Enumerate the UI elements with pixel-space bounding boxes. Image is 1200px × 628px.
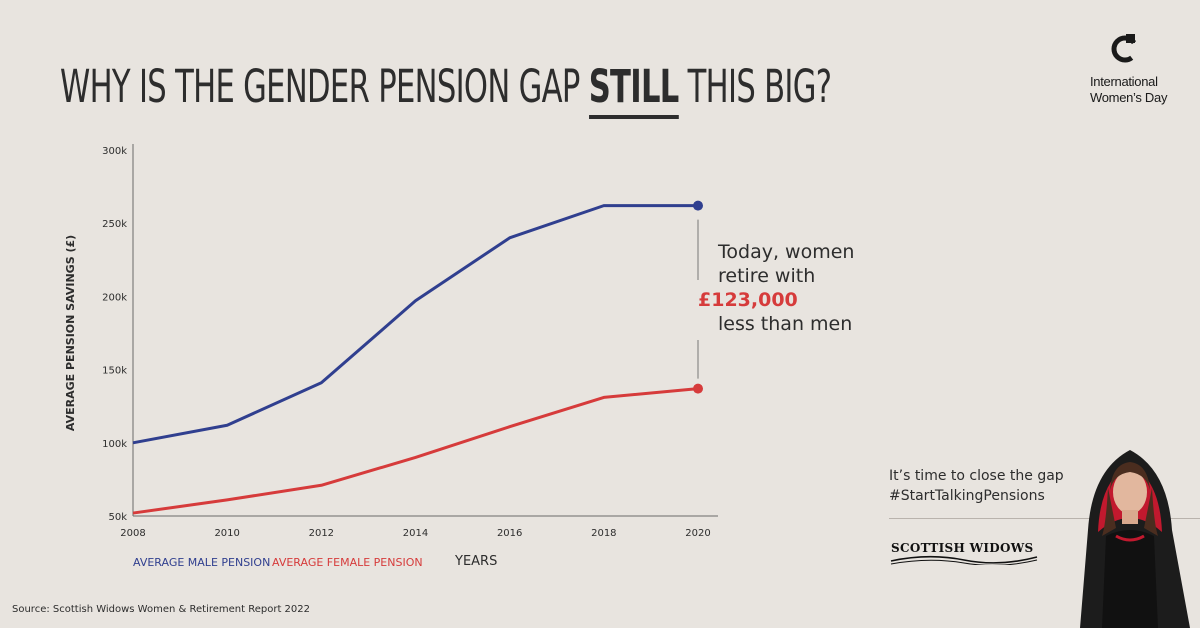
- brand-logo: SCOTTISH WIDOWS: [891, 541, 1034, 555]
- cta-hashtag: #StartTalkingPensions: [889, 488, 1045, 504]
- call-to-action: It’s time to close the gap #StartTalking…: [889, 466, 1064, 506]
- y-tick-label: 100k: [102, 439, 127, 450]
- y-axis-title: AVERAGE PENSION SAVINGS (£): [64, 235, 77, 431]
- x-tick-label: 2020: [685, 528, 710, 539]
- headline: WHY IS THE GENDER PENSION GAP STILL THIS…: [60, 52, 832, 122]
- legend-female: AVERAGE FEMALE PENSION: [272, 556, 423, 569]
- x-tick-label: 2012: [309, 528, 334, 539]
- y-tick-label: 300k: [102, 146, 127, 157]
- x-axis-title: YEARS: [455, 554, 498, 569]
- iwd-line-2: Women’s Day: [1090, 90, 1168, 105]
- gap-annotation: Today, women retire with £123,000 less t…: [698, 240, 855, 336]
- divider: [889, 518, 1200, 519]
- x-tick-label: 2016: [497, 528, 522, 539]
- y-tick-label: 150k: [102, 366, 127, 377]
- y-tick-label: 200k: [102, 292, 127, 303]
- x-tick-label: 2010: [214, 528, 239, 539]
- headline-start: WHY IS THE GENDER PENSION GAP: [60, 60, 589, 113]
- headline-emphasis: STILL: [588, 60, 679, 119]
- iwd-logo: International Women’s Day: [1090, 32, 1190, 106]
- male-pension-point: [693, 200, 703, 211]
- iwd-symbol-icon: [1111, 34, 1139, 63]
- y-tick-label: 250k: [102, 219, 127, 230]
- annotation-line-1: Today, women: [718, 241, 855, 263]
- legend-male: AVERAGE MALE PENSION: [133, 556, 271, 569]
- male-pension-line: [132, 204, 698, 445]
- iwd-line-1: International: [1090, 74, 1158, 89]
- x-tick-label: 2014: [403, 528, 428, 539]
- x-tick-label: 2018: [591, 528, 616, 539]
- annotation-line-2: retire with: [718, 265, 816, 287]
- brand-swoosh-icon: [890, 555, 1038, 565]
- headline-end: THIS BIG?: [678, 60, 832, 113]
- cta-line-1: It’s time to close the gap: [889, 468, 1064, 484]
- annotation-line-3: less than men: [718, 313, 853, 335]
- female-pension-line: [132, 387, 699, 515]
- y-tick-label: 50k: [108, 512, 127, 523]
- female-pension-point: [693, 383, 703, 394]
- source-note: Source: Scottish Widows Women & Retireme…: [12, 604, 310, 615]
- annotation-amount: £123,000: [698, 289, 798, 311]
- x-tick-label: 2008: [120, 528, 145, 539]
- woman-in-hood-illustration: [1080, 450, 1190, 628]
